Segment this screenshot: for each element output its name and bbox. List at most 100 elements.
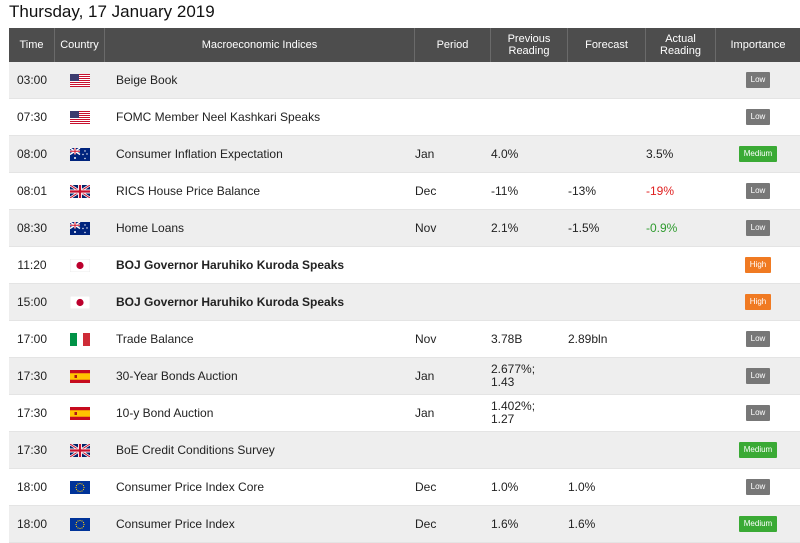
country-flag xyxy=(55,506,105,542)
event-time: 18:00 xyxy=(16,517,48,531)
country-flag xyxy=(55,432,105,468)
event-name[interactable]: Consumer Price Index Core xyxy=(116,480,265,494)
event-name[interactable]: RICS House Price Balance xyxy=(116,184,261,198)
importance-cell: Low xyxy=(716,358,800,394)
events-table: 03:00 Beige Book Low 07:30 FOMC Member Neel … xyxy=(9,62,800,543)
header-index[interactable]: Macroeconomic Indices xyxy=(105,28,415,62)
previous-reading-value: 3.78B xyxy=(491,331,523,346)
country-flag xyxy=(55,62,105,98)
forecast-value xyxy=(568,284,638,320)
event-name[interactable]: 10-y Bond Auction xyxy=(116,406,214,420)
forecast-value xyxy=(568,247,638,283)
importance-badge: High xyxy=(744,257,772,273)
event-name[interactable]: FOMC Member Neel Kashkari Speaks xyxy=(116,110,321,124)
forecast-value xyxy=(568,62,638,98)
au-flag-icon xyxy=(70,221,90,235)
event-name[interactable]: Consumer Inflation Expectation xyxy=(116,147,283,161)
actual-reading xyxy=(646,99,716,135)
importance-badge: Low xyxy=(745,405,771,421)
importance-cell: Low xyxy=(716,99,800,135)
actual-reading xyxy=(646,62,716,98)
table-row[interactable]: 08:01 RICS House Price Balance Dec -11% -13%… xyxy=(9,173,800,210)
table-row[interactable]: 08:00 Consumer Inflation Expectation Jan 4.… xyxy=(9,136,800,173)
table-row[interactable]: 18:00 Consumer Price Index Dec 1.6% 1.6% Medi… xyxy=(9,506,800,543)
event-time: 11:20 xyxy=(17,258,47,272)
importance-badge: Medium xyxy=(738,146,778,162)
importance-badge: Low xyxy=(745,72,771,88)
previous-reading xyxy=(491,62,563,98)
event-name[interactable]: Trade Balance xyxy=(116,332,194,346)
importance-badge: Low xyxy=(745,220,771,236)
header-period[interactable]: Period xyxy=(415,28,491,62)
table-row[interactable]: 17:30 10-y Bond Auction Jan 1.402%; 1.27 Low xyxy=(9,395,800,432)
table-row[interactable]: 08:30 Home Loans Nov 2.1% -1.5% -0.9% Low xyxy=(9,210,800,247)
importance-cell: High xyxy=(716,247,800,283)
event-name[interactable]: BOJ Governor Haruhiko Kuroda Speaks xyxy=(116,295,345,309)
previous-reading: 1.0% xyxy=(491,469,563,505)
event-period: Nov xyxy=(415,221,437,235)
forecast-value: 1.6% xyxy=(568,517,596,531)
header-time[interactable]: Time xyxy=(9,28,55,62)
event-name[interactable]: Consumer Price Index xyxy=(116,517,235,531)
event-time: 08:30 xyxy=(16,221,48,235)
header-country[interactable]: Country xyxy=(55,28,105,62)
event-period: Jan xyxy=(415,369,435,383)
event-name[interactable]: BoE Credit Conditions Survey xyxy=(116,443,275,457)
event-name[interactable]: Beige Book xyxy=(116,73,178,87)
actual-reading xyxy=(646,395,716,431)
actual-reading: -19% xyxy=(646,184,675,198)
previous-reading-value: -11% xyxy=(491,183,519,198)
forecast-value xyxy=(568,395,638,431)
event-name[interactable]: BOJ Governor Haruhiko Kuroda Speaks xyxy=(116,258,345,272)
event-time: 17:30 xyxy=(16,369,48,383)
event-time: 08:00 xyxy=(16,147,48,161)
forecast-value: -1.5% xyxy=(568,221,600,235)
importance-cell: Low xyxy=(716,321,800,357)
actual-reading: 3.5% xyxy=(646,147,674,161)
actual-reading xyxy=(646,284,716,320)
table-row[interactable]: 17:00 Trade Balance Nov 3.78B 2.89bln Low xyxy=(9,321,800,358)
page-title: Thursday, 17 January 2019 xyxy=(9,2,215,21)
table-row[interactable]: 17:30 30-Year Bonds Auction Jan 2.677%; 1.4… xyxy=(9,358,800,395)
header-importance[interactable]: Importance xyxy=(730,39,786,51)
table-row[interactable]: 15:00 BOJ Governor Haruhiko Kuroda Speaks… xyxy=(9,284,800,321)
forecast-value: 2.89bln xyxy=(568,332,608,346)
uk-flag-icon xyxy=(70,443,90,457)
importance-badge: Medium xyxy=(738,516,778,532)
country-flag xyxy=(55,469,105,505)
forecast-value xyxy=(568,358,638,394)
event-time: 03:00 xyxy=(16,73,48,87)
event-time: 07:30 xyxy=(16,110,48,124)
importance-cell: Low xyxy=(716,62,800,98)
importance-cell: Low xyxy=(716,469,800,505)
table-row[interactable]: 18:00 Consumer Price Index Core Dec 1.0% 1.0… xyxy=(9,469,800,506)
us-flag-icon xyxy=(70,73,90,87)
table-row[interactable]: 03:00 Beige Book Low xyxy=(9,62,800,99)
header-previous[interactable]: Previous Reading xyxy=(491,28,568,62)
table-row[interactable]: 11:20 BOJ Governor Haruhiko Kuroda Speaks… xyxy=(9,247,800,284)
event-period: Dec xyxy=(415,517,437,531)
us-flag-icon xyxy=(70,110,90,124)
event-time: 17:00 xyxy=(16,332,48,346)
country-flag xyxy=(55,173,105,209)
importance-cell: High xyxy=(716,284,800,320)
previous-reading: 1.402%; 1.27 xyxy=(491,395,563,431)
header-forecast[interactable]: Forecast xyxy=(568,28,646,62)
header-actual[interactable]: Actual Reading xyxy=(646,28,716,62)
previous-reading: 2.677%; 1.43 xyxy=(491,358,563,394)
table-row[interactable]: 17:30 BoE Credit Conditions Survey Medium xyxy=(9,432,800,469)
table-row[interactable]: 07:30 FOMC Member Neel Kashkari Speaks Low xyxy=(9,99,800,136)
event-name[interactable]: Home Loans xyxy=(116,221,185,235)
previous-reading xyxy=(491,432,563,468)
table-header: Time Country Macroeconomic Indices Perio… xyxy=(9,28,800,62)
previous-reading xyxy=(491,99,563,135)
event-period xyxy=(415,99,475,135)
forecast-value xyxy=(568,99,638,135)
country-flag xyxy=(55,136,105,172)
actual-reading xyxy=(646,321,716,357)
event-period: Dec xyxy=(415,184,437,198)
event-name[interactable]: 30-Year Bonds Auction xyxy=(116,369,238,383)
eu-flag-icon xyxy=(70,517,90,531)
country-flag xyxy=(55,321,105,357)
event-time: 08:01 xyxy=(16,184,48,198)
